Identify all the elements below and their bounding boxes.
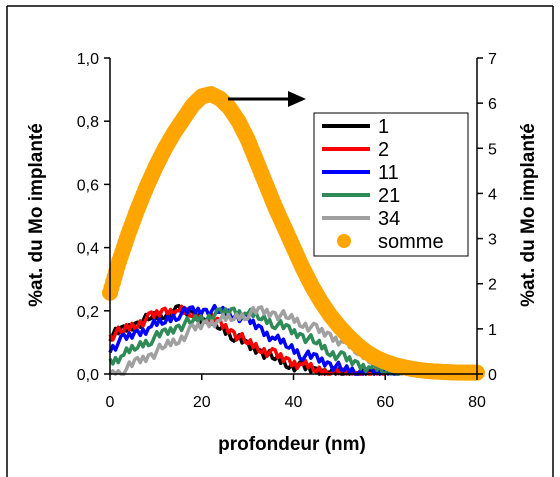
y-left-tick-label: 0,0 <box>77 367 99 384</box>
y-right-tick-label: 7 <box>488 51 497 68</box>
figure-border <box>6 5 554 477</box>
series-21-line <box>108 306 415 376</box>
series-2-line <box>108 304 386 376</box>
series-11-line <box>108 303 400 376</box>
y-left-tick-label: 0,6 <box>77 177 99 194</box>
x-tick-label: 80 <box>468 394 486 411</box>
y-axis-title-right: %at. du Mo implanté <box>518 123 539 307</box>
axis-arrow <box>228 91 306 107</box>
x-tick-label: 20 <box>193 394 211 411</box>
y-left-tick-label: 0,4 <box>77 241 99 258</box>
y-left-tick-label: 0,8 <box>77 114 99 131</box>
y-right-tick-label: 0 <box>488 367 497 384</box>
y-right-tick-label: 1 <box>488 322 497 339</box>
legend-label-21: 21 <box>378 185 400 207</box>
x-tick-label: 60 <box>376 394 394 411</box>
y-left-tick-label: 1,0 <box>77 51 99 68</box>
legend-label-11: 11 <box>378 162 399 184</box>
x-tick-label: 40 <box>285 394 303 411</box>
legend-label-2: 2 <box>378 139 389 161</box>
x-axis-title: profondeur (nm) <box>218 434 366 455</box>
x-tick-label: 0 <box>106 394 115 411</box>
legend-marker-somme <box>337 234 351 248</box>
legend-label-1: 1 <box>378 116 389 138</box>
y-right-tick-label: 5 <box>488 141 497 158</box>
y-axis-title-left: %at. du Mo implanté <box>26 123 47 307</box>
legend-label-somme: somme <box>378 231 444 253</box>
legend-box <box>313 112 469 257</box>
legend-label-34: 34 <box>378 208 400 230</box>
y-right-tick-label: 2 <box>488 277 497 294</box>
y-right-tick-label: 6 <box>488 96 497 113</box>
y-right-tick-label: 4 <box>488 186 497 203</box>
y-left-tick-label: 0,2 <box>77 304 99 321</box>
y-right-tick-label: 3 <box>488 232 497 249</box>
series-layer <box>102 86 485 381</box>
